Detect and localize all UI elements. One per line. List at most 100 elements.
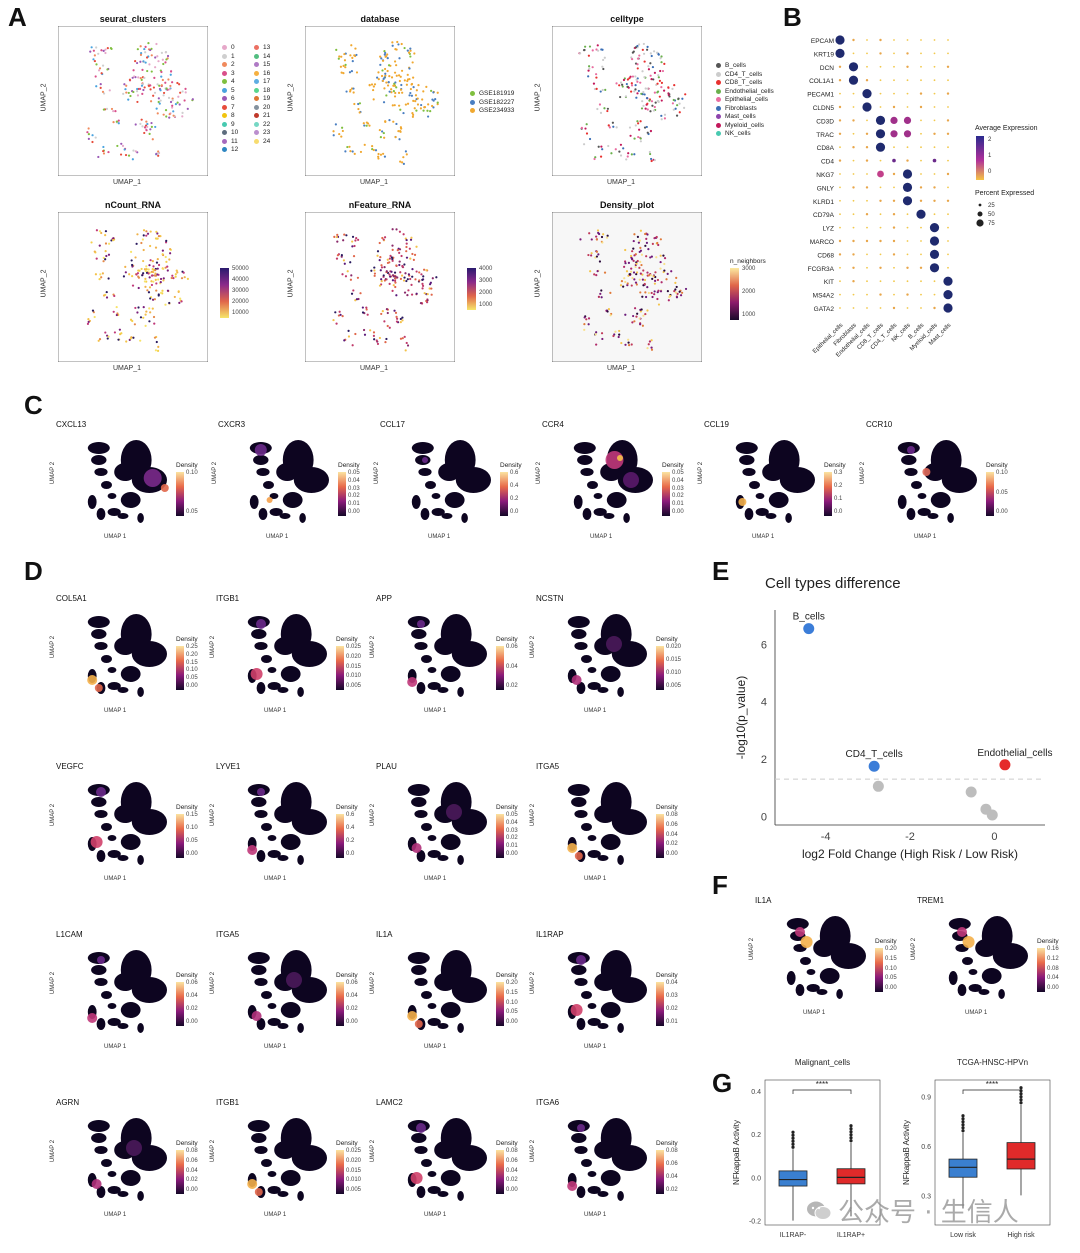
dotplot-dot [839,199,841,202]
umap-point [381,69,384,72]
umap-silhouette [247,613,327,697]
umap-point [416,103,420,106]
umap-point [421,98,424,101]
umap-xlabel: UMAP 1 [424,876,447,882]
umap-point [154,349,158,352]
density-tick: 0.02 [506,1177,518,1184]
d-gene-title: ITGA5 [536,762,560,771]
umap-point [140,118,143,121]
dotplot-dot [879,199,882,202]
umap-point [398,57,401,60]
umap-point [388,257,391,260]
dotplot-dot [865,79,869,82]
umap-point [606,234,609,237]
umap-point [388,326,391,329]
umap-point [171,99,174,102]
density-tick: 0.10 [186,667,198,674]
dotplot-gene-label: DCN [820,65,834,72]
umap-point [640,263,643,267]
umap-point [393,95,397,98]
umap-point [412,113,415,117]
umap-point [641,278,644,281]
umap-point [145,56,149,59]
density-colorbar [662,472,670,516]
umap-point [408,67,411,70]
boxplot-category: IL1RAP- [780,1232,807,1239]
umap-frame [552,212,702,362]
dotplot-dot [838,105,842,109]
umap-point [644,244,647,247]
dotplot-dot [879,106,882,108]
boxplot-y-label: NFkappaB Activity [732,1120,741,1185]
dotplot-dot [852,280,855,283]
umap-point [399,108,402,111]
cluster-legend-dot [254,62,259,67]
umap-point [382,77,385,81]
density-legend-title: Density [656,972,678,979]
umap-point [657,74,660,77]
umap-point [596,49,600,52]
umap-silhouette [567,949,647,1033]
umap-point [398,104,401,107]
umap-point [580,126,583,130]
cluster-legend-item: 3 [231,69,235,77]
cluster-legend-item: 6 [231,95,235,102]
umap-point [357,102,360,106]
umap-point [112,121,115,124]
umap-point [408,77,411,81]
umap-point [107,253,111,256]
dotplot-dot [906,280,909,283]
density-tick: 0.02 [186,1006,198,1012]
celltype-legend-dot [716,97,721,102]
cluster-legend-dot [222,104,227,110]
umap-point [594,156,597,159]
umap-point [635,96,638,99]
umap-point [146,232,150,235]
umap-point [351,240,354,243]
umap-point [636,120,639,123]
umap-point [144,313,147,316]
umap-point [145,230,148,233]
umap-silhouette [87,949,167,1033]
umap-point [169,252,172,255]
umap-point [148,286,152,289]
umap-point [95,229,99,232]
umap-point [89,50,92,53]
umap-point [94,136,97,139]
umap-point [391,228,394,231]
umap-point [635,78,638,81]
umap-point [377,152,380,156]
density-tick: 0.06 [506,1157,518,1164]
umap-point [99,273,102,276]
umap-point [631,75,635,78]
density-tick: 0.00 [996,509,1008,515]
umap-point [151,307,154,310]
umap-point [123,83,126,86]
umap-point [633,320,636,323]
x-axis-label: log2 Fold Change (High Risk / Low Risk) [802,847,1018,861]
umap-point [630,284,633,287]
dotplot-dot [852,52,855,55]
umap-point [656,82,659,85]
dotplot-dot [933,146,936,149]
umap-point [156,83,159,86]
dotplot-dot [852,92,855,95]
dotplot-dot [933,65,936,68]
umap-point [153,336,157,339]
umap-point [340,253,343,257]
umap-point [622,78,626,82]
umap-point [421,278,424,281]
umap-point [139,60,142,63]
umap-point [130,263,134,267]
umap-point [651,242,654,245]
density-tick: 0.01 [666,1019,678,1025]
umap-point [411,115,414,118]
umap-point [168,258,171,261]
umap-point [601,337,604,341]
umap-points [332,40,439,165]
umap-point [666,290,669,293]
dotplot-dot [838,159,842,162]
umap-point [415,270,418,273]
cluster-legend-dot [254,121,259,127]
umap-point [149,88,152,91]
